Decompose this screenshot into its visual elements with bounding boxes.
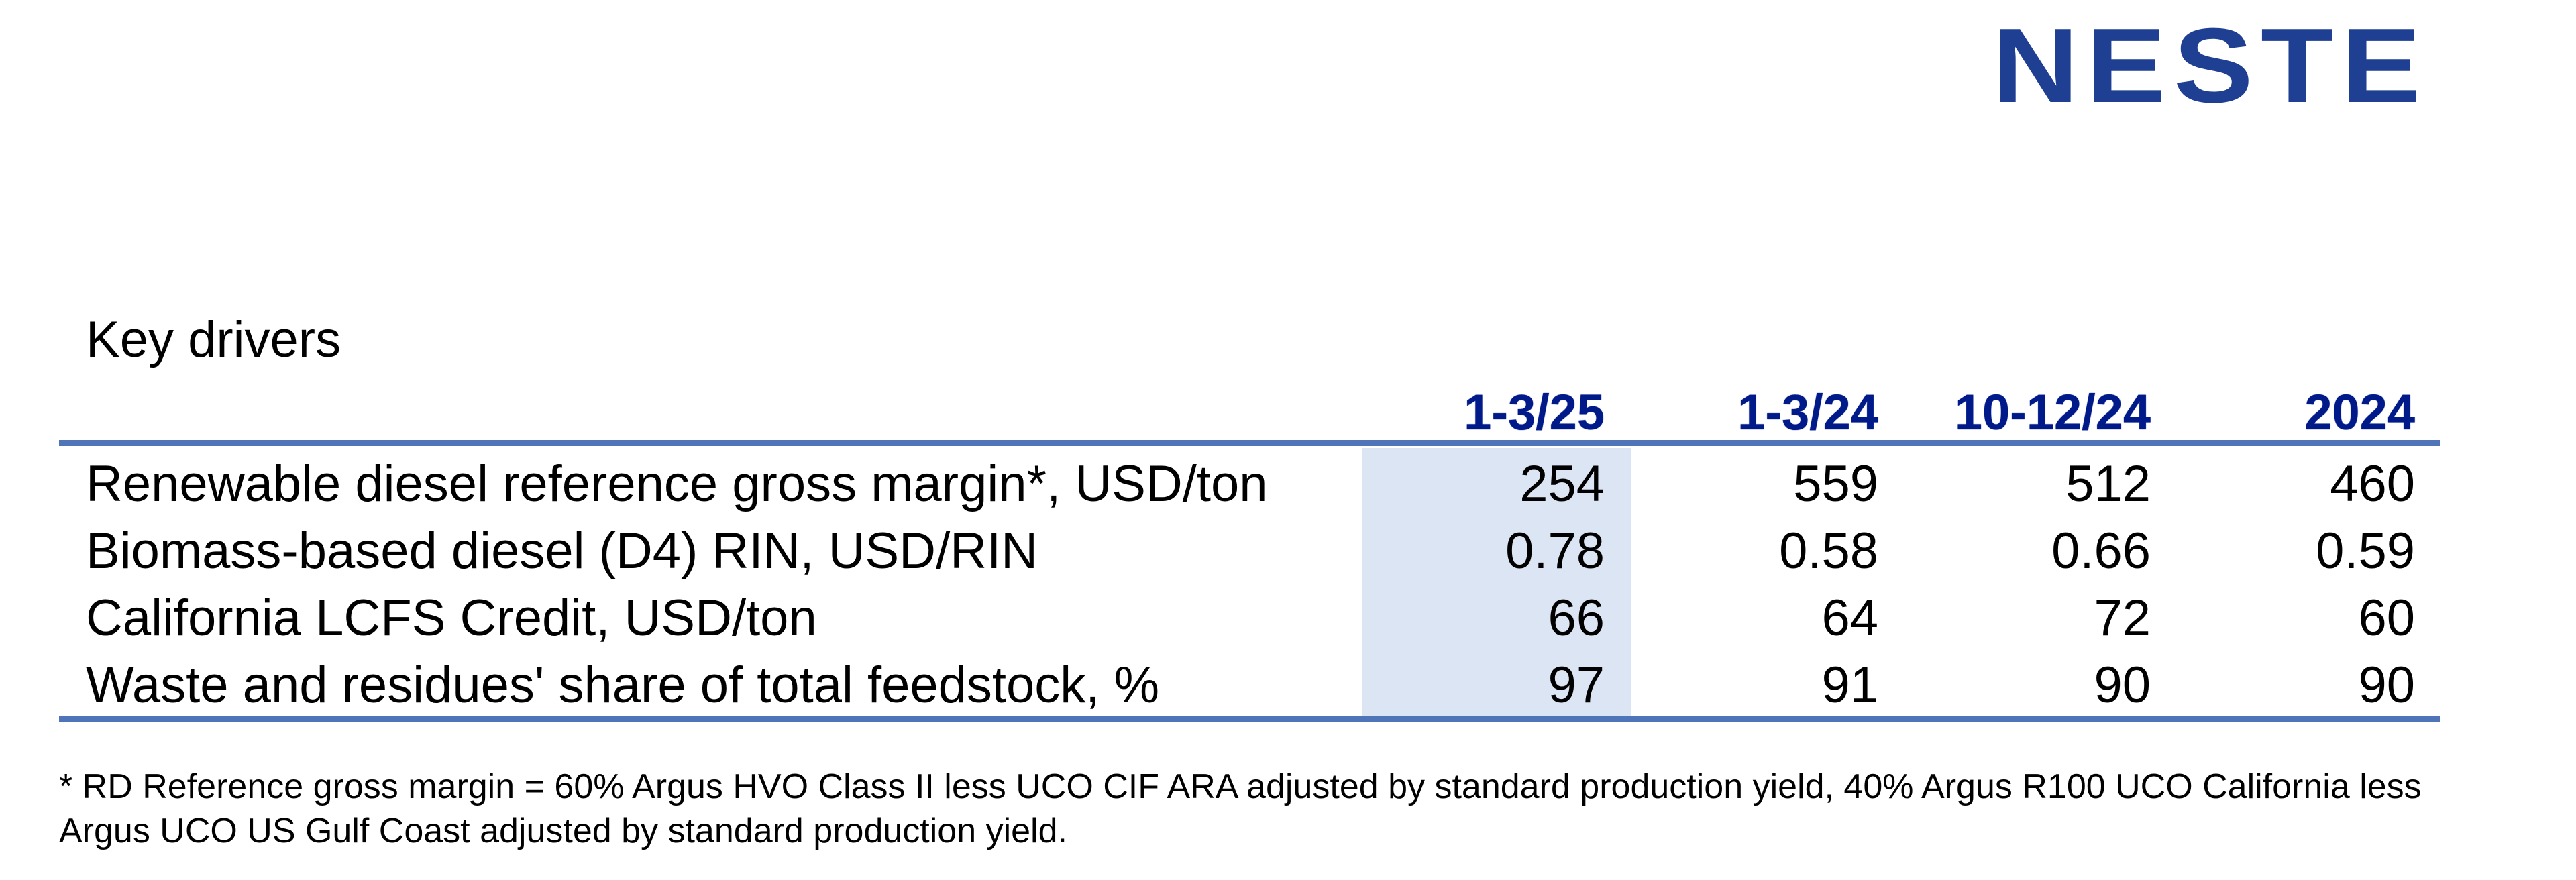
neste-logo: NESTE bbox=[1992, 27, 2428, 111]
cell-value: 0.58 bbox=[1779, 522, 1878, 580]
cell-value: 512 bbox=[2065, 455, 2151, 512]
cell-value: 90 bbox=[2094, 657, 2151, 714]
table-bottom-rule bbox=[59, 716, 2440, 722]
cell-value: 559 bbox=[1793, 455, 1878, 512]
cell-value: 91 bbox=[1821, 657, 1878, 714]
cell-value: 254 bbox=[1519, 455, 1605, 512]
footnote: * RD Reference gross margin = 60% Argus … bbox=[59, 767, 2422, 850]
row-label: California LCFS Credit, USD/ton bbox=[86, 590, 817, 647]
svg-text:NESTE: NESTE bbox=[1992, 27, 2428, 111]
cell-value: 0.78 bbox=[1505, 522, 1605, 580]
highlight-column bbox=[1362, 448, 1631, 718]
row-label: Biomass-based diesel (D4) RIN, USD/RIN bbox=[86, 522, 1038, 580]
cell-value: 97 bbox=[1548, 657, 1605, 714]
column-header-1-3-24: 1-3/24 bbox=[1737, 384, 1878, 440]
table-top-rule bbox=[59, 440, 2440, 446]
cell-value: 90 bbox=[2358, 657, 2415, 714]
column-header-2024: 2024 bbox=[2304, 384, 2415, 440]
table-row: Waste and residues' share of total feeds… bbox=[0, 652, 2576, 719]
section-title: Key drivers bbox=[86, 311, 341, 368]
cell-value: 60 bbox=[2358, 590, 2415, 647]
cell-value: 72 bbox=[2094, 590, 2151, 647]
column-header-10-12-24: 10-12/24 bbox=[1954, 384, 2151, 440]
cell-value: 66 bbox=[1548, 590, 1605, 647]
cell-value: 0.66 bbox=[2051, 522, 2151, 580]
row-label: Waste and residues' share of total feeds… bbox=[86, 657, 1160, 714]
table-row: Biomass-based diesel (D4) RIN, USD/RIN 0… bbox=[0, 518, 2576, 585]
cell-value: 460 bbox=[2330, 455, 2415, 512]
cell-value: 64 bbox=[1821, 590, 1878, 647]
table-row: California LCFS Credit, USD/ton 66 64 72… bbox=[0, 585, 2576, 652]
column-header-1-3-25: 1-3/25 bbox=[1464, 384, 1605, 440]
row-label: Renewable diesel reference gross margin*… bbox=[86, 455, 1268, 512]
cell-value: 0.59 bbox=[2316, 522, 2415, 580]
table-row: Renewable diesel reference gross margin*… bbox=[0, 451, 2576, 518]
